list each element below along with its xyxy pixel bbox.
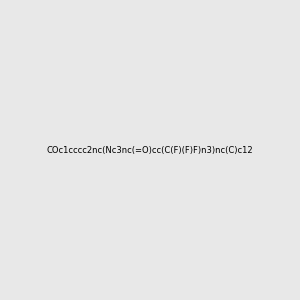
- Text: COc1cccc2nc(Nc3nc(=O)cc(C(F)(F)F)n3)nc(C)c12: COc1cccc2nc(Nc3nc(=O)cc(C(F)(F)F)n3)nc(C…: [47, 146, 253, 154]
